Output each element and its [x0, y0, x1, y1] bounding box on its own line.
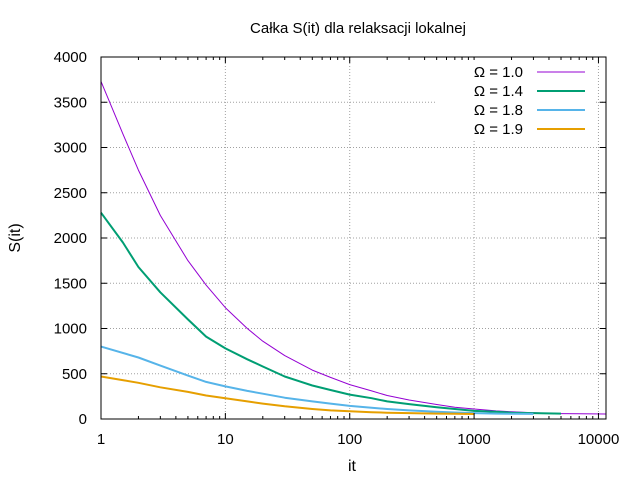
x-tick-label: 100 [337, 431, 362, 448]
y-axis-label: S(it) [7, 223, 24, 252]
y-tick-label: 1000 [54, 321, 87, 338]
y-tick-label: 2000 [54, 230, 87, 247]
series-line-2 [100, 212, 562, 415]
legend-label: Ω = 1.0 [474, 64, 523, 81]
legend-label: Ω = 1.4 [474, 83, 523, 100]
x-tick-label: 10 [217, 431, 234, 448]
series-layer [100, 81, 607, 415]
tick-layer: 0 500 1000 1500 2000 2500 3000 3500 4000 1 10 100 10… [54, 49, 620, 448]
legend-background [436, 60, 596, 140]
y-tick-label: 3500 [54, 94, 87, 111]
legend-label: Ω = 1.9 [474, 121, 523, 138]
y-tick-label: 2500 [54, 185, 87, 202]
series-line-4 [100, 375, 475, 415]
legend: Ω = 1.0 Ω = 1.4 Ω = 1.8 Ω = 1.9 [436, 60, 596, 140]
x-tick-label: 1000 [457, 431, 490, 448]
x-axis-label: it [348, 458, 357, 475]
y-tick-label: 0 [79, 411, 87, 428]
y-tick-label: 3000 [54, 140, 87, 157]
series-line-3 [100, 345, 534, 415]
y-tick-label: 4000 [54, 49, 87, 66]
y-tick-label: 500 [62, 366, 87, 383]
x-tick-label: 1 [97, 431, 105, 448]
legend-label: Ω = 1.8 [474, 102, 523, 119]
chart-title: Całka S(it) dla relaksacji lokalnej [250, 20, 466, 37]
x-tick-label: 10000 [578, 431, 620, 448]
y-tick-label: 1500 [54, 275, 87, 292]
